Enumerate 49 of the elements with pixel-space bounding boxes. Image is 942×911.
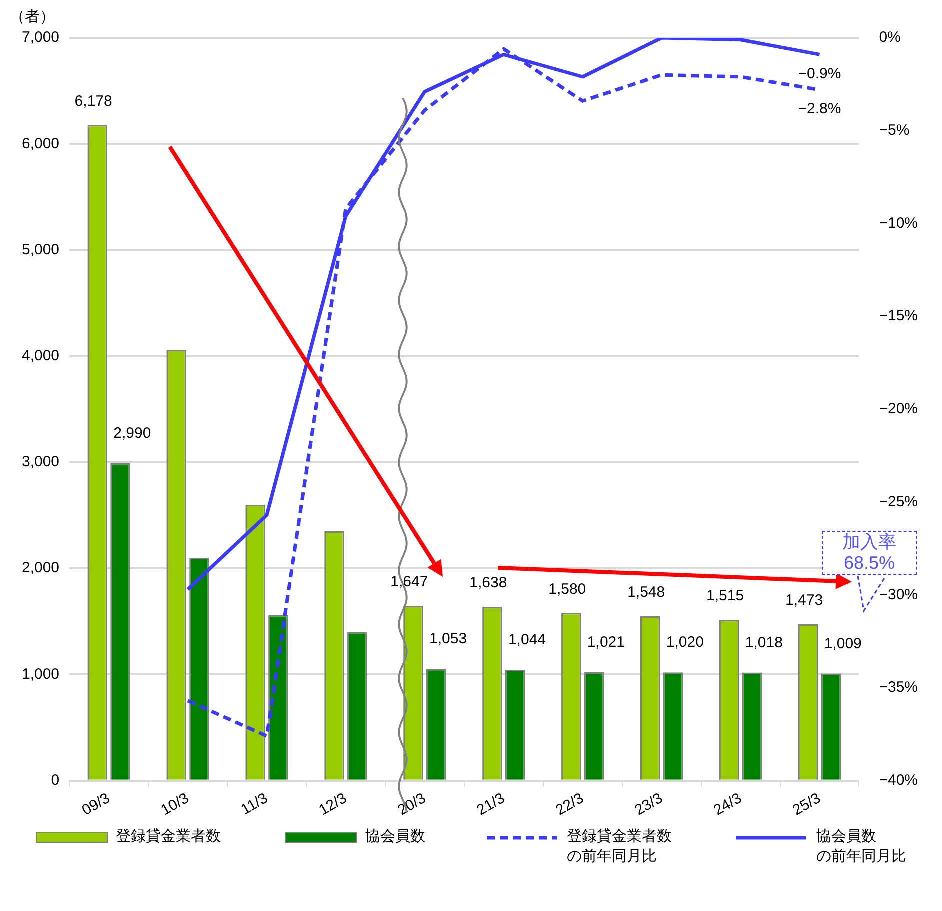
x-tick-label: 25/3 — [790, 790, 824, 820]
legend-label: 登録貸金業者数の前年同月比 — [567, 828, 672, 865]
y2-tick-label: −20% — [879, 400, 918, 418]
data-label: −0.9% — [798, 65, 842, 82]
data-label: 1,009 — [824, 635, 862, 652]
data-label: 1,044 — [508, 632, 546, 649]
x-tick-label: 24/3 — [711, 790, 745, 820]
x-tick-label: 09/3 — [79, 790, 114, 820]
y2-tick-label: −40% — [879, 772, 918, 789]
data-label: 1,473 — [786, 592, 824, 610]
y2-tick-label: −30% — [879, 586, 918, 604]
data-label: 1,647 — [390, 574, 428, 591]
x-tick-label: 21/3 — [474, 790, 508, 820]
data-label: 1,580 — [548, 580, 586, 598]
y2-tick-label: −15% — [879, 308, 918, 325]
y-tick-label: 5,000 — [22, 241, 60, 258]
data-label: 2,990 — [114, 425, 152, 442]
legend-label: 登録貸金業者数 — [116, 827, 221, 847]
y-tick-label: 2,000 — [22, 560, 60, 577]
data-label: −2.8% — [798, 100, 842, 118]
x-tick-label: 22/3 — [553, 790, 587, 820]
y-axis-title: （者） — [10, 8, 55, 26]
data-label: 6,178 — [74, 92, 112, 110]
legend-label: 協会員数 — [365, 827, 426, 847]
y-tick-label: 0 — [51, 772, 60, 789]
data-label: 1,053 — [429, 630, 468, 648]
data-label: 1,020 — [666, 634, 704, 652]
annotation: 加入率 68.5% — [822, 531, 917, 575]
y-tick-label: 4,000 — [22, 347, 60, 364]
x-tick-label: 12/3 — [316, 790, 350, 820]
data-label: 1,021 — [587, 634, 625, 652]
data-label: 1,018 — [745, 634, 783, 652]
y-tick-label: 3,000 — [22, 454, 60, 471]
y-tick-label: 1,000 — [22, 666, 60, 683]
y-tick-label: 7,000 — [22, 29, 60, 46]
y2-tick-label: −10% — [879, 214, 918, 232]
data-label: 1,638 — [470, 574, 508, 592]
y-tick-label: 6,000 — [22, 135, 60, 152]
y2-tick-label: 0% — [879, 29, 901, 46]
x-tick-label: 20/3 — [395, 790, 429, 820]
y2-tick-label: −5% — [879, 122, 910, 139]
x-tick-label: 10/3 — [158, 790, 192, 820]
data-label: 1,548 — [628, 584, 666, 602]
legend-label: 協会員数の前年同月比 — [816, 828, 906, 865]
y2-tick-label: −25% — [879, 493, 918, 510]
data-label: 1,515 — [706, 588, 744, 605]
y2-tick-label: −35% — [879, 679, 918, 696]
x-tick-label: 11/3 — [238, 790, 272, 819]
x-tick-label: 23/3 — [632, 790, 666, 820]
